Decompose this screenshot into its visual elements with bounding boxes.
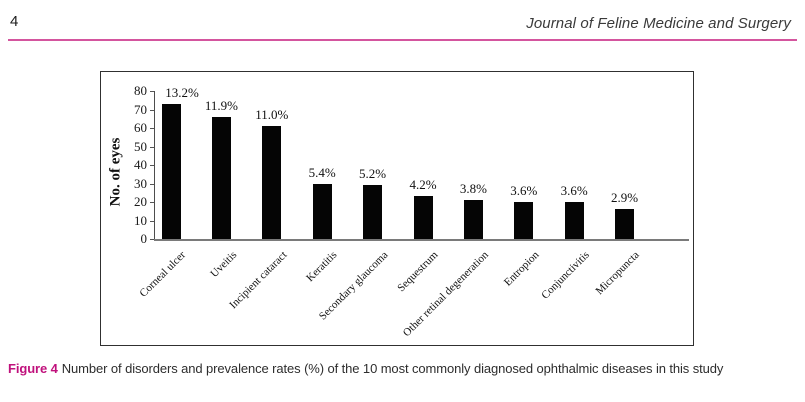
y-tick-label: 0 [140,231,148,246]
bar-4 [363,185,383,239]
x-category-label: Micropuncta [593,249,643,298]
y-tick-label: 10 [134,212,147,228]
y-tick-label: 80 [134,83,147,98]
bar-6 [463,200,483,239]
y-tick-label: 40 [134,157,147,172]
y-tick-label: 70 [134,101,147,117]
x-category-label: Other retinal degeneration [400,249,491,340]
journal-title: Journal of Feline Medicine and Surgery [526,15,791,32]
bar-8 [564,202,584,239]
bar-value-label: 5.2% [359,166,387,182]
y-tick-label: 50 [134,138,147,154]
bar-2 [262,126,282,239]
bar-value-label: 3.6% [510,183,538,198]
bar-value-label: 3.6% [560,183,588,198]
x-category-label: Corneal ulcer [137,249,189,300]
bar-3 [312,183,332,239]
page-number: 4 [10,13,19,30]
x-category-label: Entropion [501,249,542,289]
y-tick-mark [150,109,154,111]
y-tick-mark [150,91,154,92]
y-tick-mark [150,146,154,148]
bar-0 [161,103,181,239]
x-category-label: Uveitis [207,249,239,280]
y-tick-label: 20 [134,194,147,209]
bar-1 [211,116,231,239]
y-tick-label: 30 [134,175,147,191]
figure-caption: Figure 4 Number of disorders and prevalen… [8,360,726,378]
y-tick-mark [150,183,154,185]
x-category-label: Conjunctivitis [539,249,592,302]
bar-value-label: 5.4% [308,164,336,180]
y-tick-mark [150,165,154,166]
bar-value-label: 11.9% [204,97,238,113]
bar-value-label: 2.9% [611,190,639,206]
x-category-label: Keratitis [304,249,340,285]
y-tick-mark [150,128,154,129]
y-tick-mark [150,220,154,222]
figure-label: Figure 4 [8,361,58,376]
header-rule [8,39,797,41]
bar-9 [615,209,635,239]
y-tick-mark [150,202,154,203]
figure-caption-text: Number of disorders and prevalence rates… [61,361,724,376]
bar-value-label: 11.0% [255,107,289,123]
x-axis-line [154,239,689,241]
y-tick-mark [150,239,154,240]
bar-value-label: 13.2% [165,84,199,100]
bar-5 [413,196,433,239]
x-category-label: Sequestrum [395,249,441,295]
y-tick-label: 60 [134,120,147,135]
y-axis-line [154,91,155,239]
bar-value-label: 3.8% [459,181,487,197]
bar-value-label: 4.2% [409,177,437,193]
bar-7 [514,202,534,239]
bar-chart: No. of eyes 0 10 20 30 40 50 60 70 80 13.2% Cornea… [101,72,693,345]
figure-4-chart-box: No. of eyes 0 10 20 30 40 50 60 70 80 13.2% Cornea… [100,71,694,346]
